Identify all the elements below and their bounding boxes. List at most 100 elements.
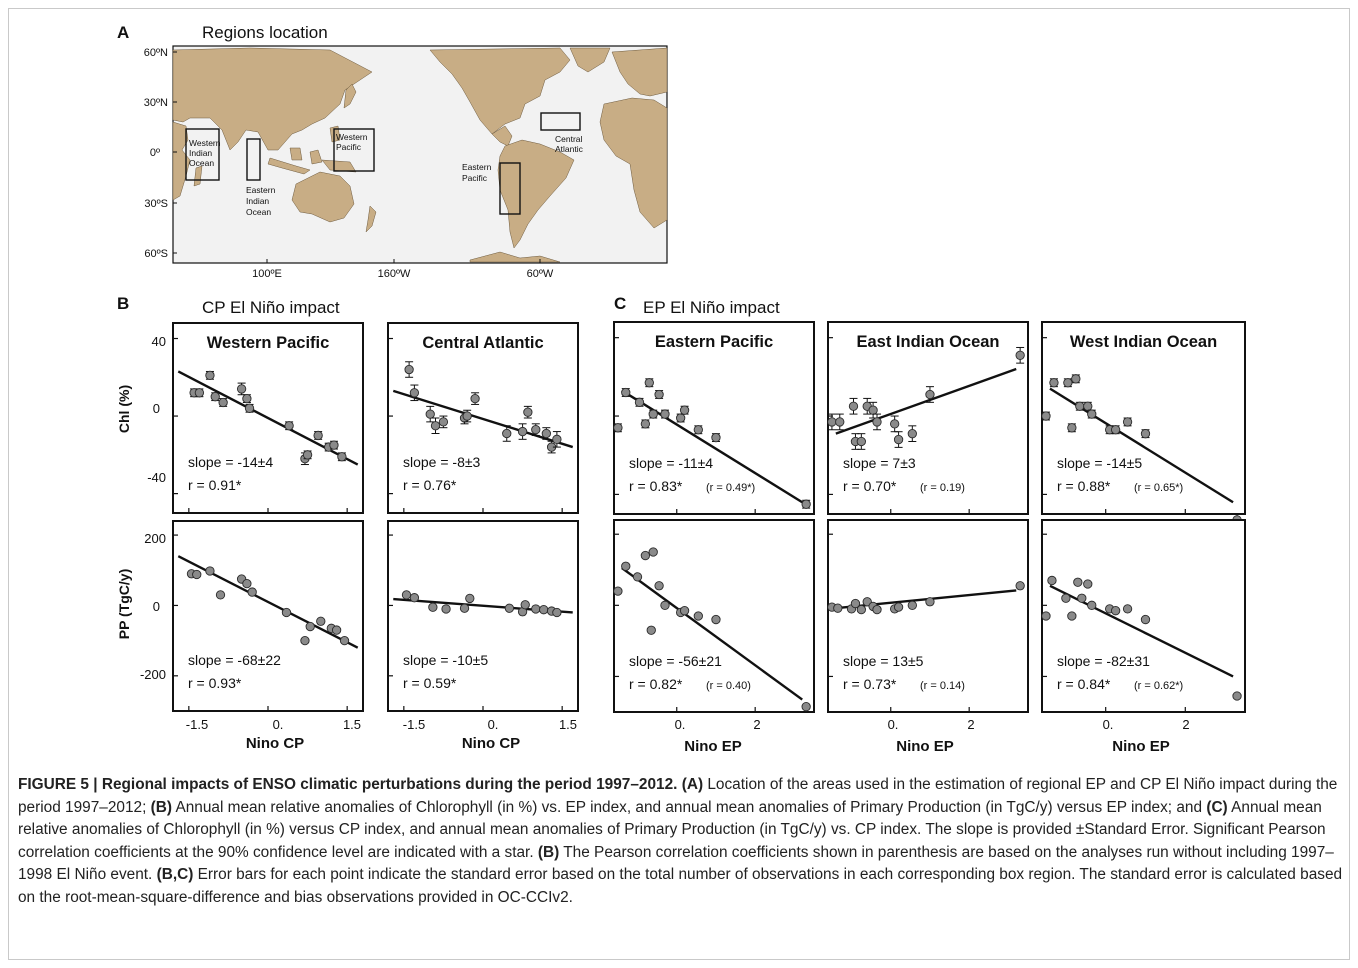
data-point	[1049, 378, 1059, 388]
data-point	[215, 590, 226, 600]
ep-xtick: 0.	[888, 717, 899, 732]
panel-title: Western Pacific	[207, 334, 330, 352]
map-ytick: 60ºS	[144, 248, 168, 260]
scatter-panel: Western Pacific slope = -14±4 r = 0.91*	[172, 322, 364, 514]
caption-tag: (B)	[537, 843, 560, 861]
scatter-panel: slope = -68±22 r = 0.93*	[172, 520, 364, 712]
data-point	[441, 604, 451, 614]
ep-xtick: 0.	[1103, 717, 1114, 732]
cp-xlabel: Nino CP	[246, 735, 304, 752]
slope-label: slope = -68±22	[188, 652, 281, 668]
ep-xlabel: Nino EP	[896, 738, 954, 755]
region-label-central-atlantic: Central Atlantic	[555, 134, 584, 154]
panel-title: Eastern Pacific	[655, 333, 773, 351]
data-point	[868, 405, 878, 415]
panel-c-title: EP El Niño impact	[643, 298, 780, 317]
data-point	[856, 436, 866, 447]
data-point	[660, 409, 670, 419]
region-label-western-indian: Western Indian Ocean	[189, 138, 221, 168]
data-point	[1122, 604, 1133, 614]
data-point	[459, 603, 470, 613]
panel-c-letter: C	[614, 294, 626, 313]
data-point	[531, 604, 541, 614]
map-ytick: 0º	[150, 147, 160, 159]
panel-frame	[827, 519, 1029, 713]
data-point	[539, 605, 549, 615]
data-point	[1067, 423, 1077, 433]
correlation-paren-label: (r = 0.40)	[706, 680, 751, 692]
data-point	[644, 378, 654, 388]
land-antarctica	[469, 251, 561, 263]
data-point	[1110, 606, 1121, 616]
data-point	[205, 566, 215, 576]
land-africa-west	[599, 97, 668, 229]
scatter-panels: Western Pacific slope = -14±4 r = 0.91* Cen…	[172, 321, 1246, 713]
data-point	[890, 419, 900, 429]
panel-title: East Indian Ocean	[856, 333, 999, 351]
panel-frame	[827, 321, 1029, 515]
data-point	[305, 621, 315, 632]
caption-tag: (B,C)	[156, 866, 194, 884]
land-asia	[172, 47, 373, 151]
data-point	[1087, 409, 1097, 419]
correlation-label: r = 0.84*	[1057, 676, 1111, 692]
data-point	[409, 593, 420, 603]
data-point	[693, 611, 703, 621]
panel-frame	[172, 520, 364, 712]
data-point	[613, 586, 623, 596]
data-point	[404, 364, 414, 375]
map-ytick: 30ºN	[144, 97, 168, 109]
correlation-label: r = 0.83*	[629, 478, 683, 494]
scatter-panel: Eastern Pacific slope = -11±4 r = 0.83* (r …	[613, 321, 815, 515]
data-point	[210, 392, 220, 402]
data-point	[523, 407, 533, 417]
correlation-label: r = 0.93*	[188, 675, 242, 691]
data-point	[1015, 581, 1025, 591]
data-point	[504, 603, 515, 613]
data-point	[1073, 577, 1083, 587]
pp-ytick: -200	[140, 667, 166, 682]
data-point	[1041, 611, 1051, 621]
data-point	[247, 587, 257, 597]
caption-tag: (B)	[150, 798, 173, 816]
data-point	[872, 604, 882, 615]
data-point	[300, 635, 310, 646]
correlation-label: r = 0.82*	[629, 676, 683, 692]
data-point	[337, 452, 347, 462]
map-xtick: 160ºW	[378, 268, 411, 280]
data-point	[893, 602, 904, 612]
land-europe	[611, 47, 668, 97]
slope-label: slope = -8±3	[403, 454, 481, 470]
caption-body: The Pearson correlation coefficients sho…	[18, 843, 1334, 884]
pp-axis-label: PP (TgC/y)	[116, 569, 132, 640]
slope-label: slope = -11±4	[629, 455, 713, 471]
correlation-paren-label: (r = 0.49*)	[706, 482, 755, 494]
region-label-eastern-pacific: Eastern Pacific	[462, 162, 492, 183]
correlation-paren-label: (r = 0.65*)	[1134, 482, 1183, 494]
region-box-western-pacific	[333, 128, 375, 172]
world-map: Western Indian Ocean Eastern Indian Ocean We…	[144, 45, 668, 280]
data-point	[409, 388, 420, 398]
data-point	[1041, 411, 1051, 421]
data-point	[632, 572, 643, 582]
chl-ytick: 40	[152, 334, 166, 349]
data-point	[236, 384, 247, 394]
ep-xtick: 2	[753, 717, 760, 732]
data-point	[801, 499, 811, 509]
map-ytick: 60ºN	[144, 47, 168, 59]
data-point	[850, 598, 861, 609]
data-point	[430, 421, 441, 431]
data-point	[679, 405, 690, 415]
scatter-panel: slope = -56±21 r = 0.82* (r = 0.40)	[613, 519, 815, 713]
data-point	[1071, 374, 1081, 384]
data-point	[801, 702, 811, 712]
caption-tag: (C)	[1206, 798, 1228, 816]
slope-label: slope = -14±5	[1057, 455, 1142, 471]
caption-body: Error bars for each point indicate the s…	[18, 866, 1343, 906]
data-point	[1122, 417, 1133, 427]
slope-label: slope = -82±31	[1057, 653, 1150, 669]
data-point	[676, 413, 686, 423]
scatter-panel: slope = 13±5 r = 0.73* (r = 0.14)	[827, 519, 1029, 713]
cp-xtick: 1.5	[559, 717, 577, 732]
data-point	[331, 625, 342, 635]
